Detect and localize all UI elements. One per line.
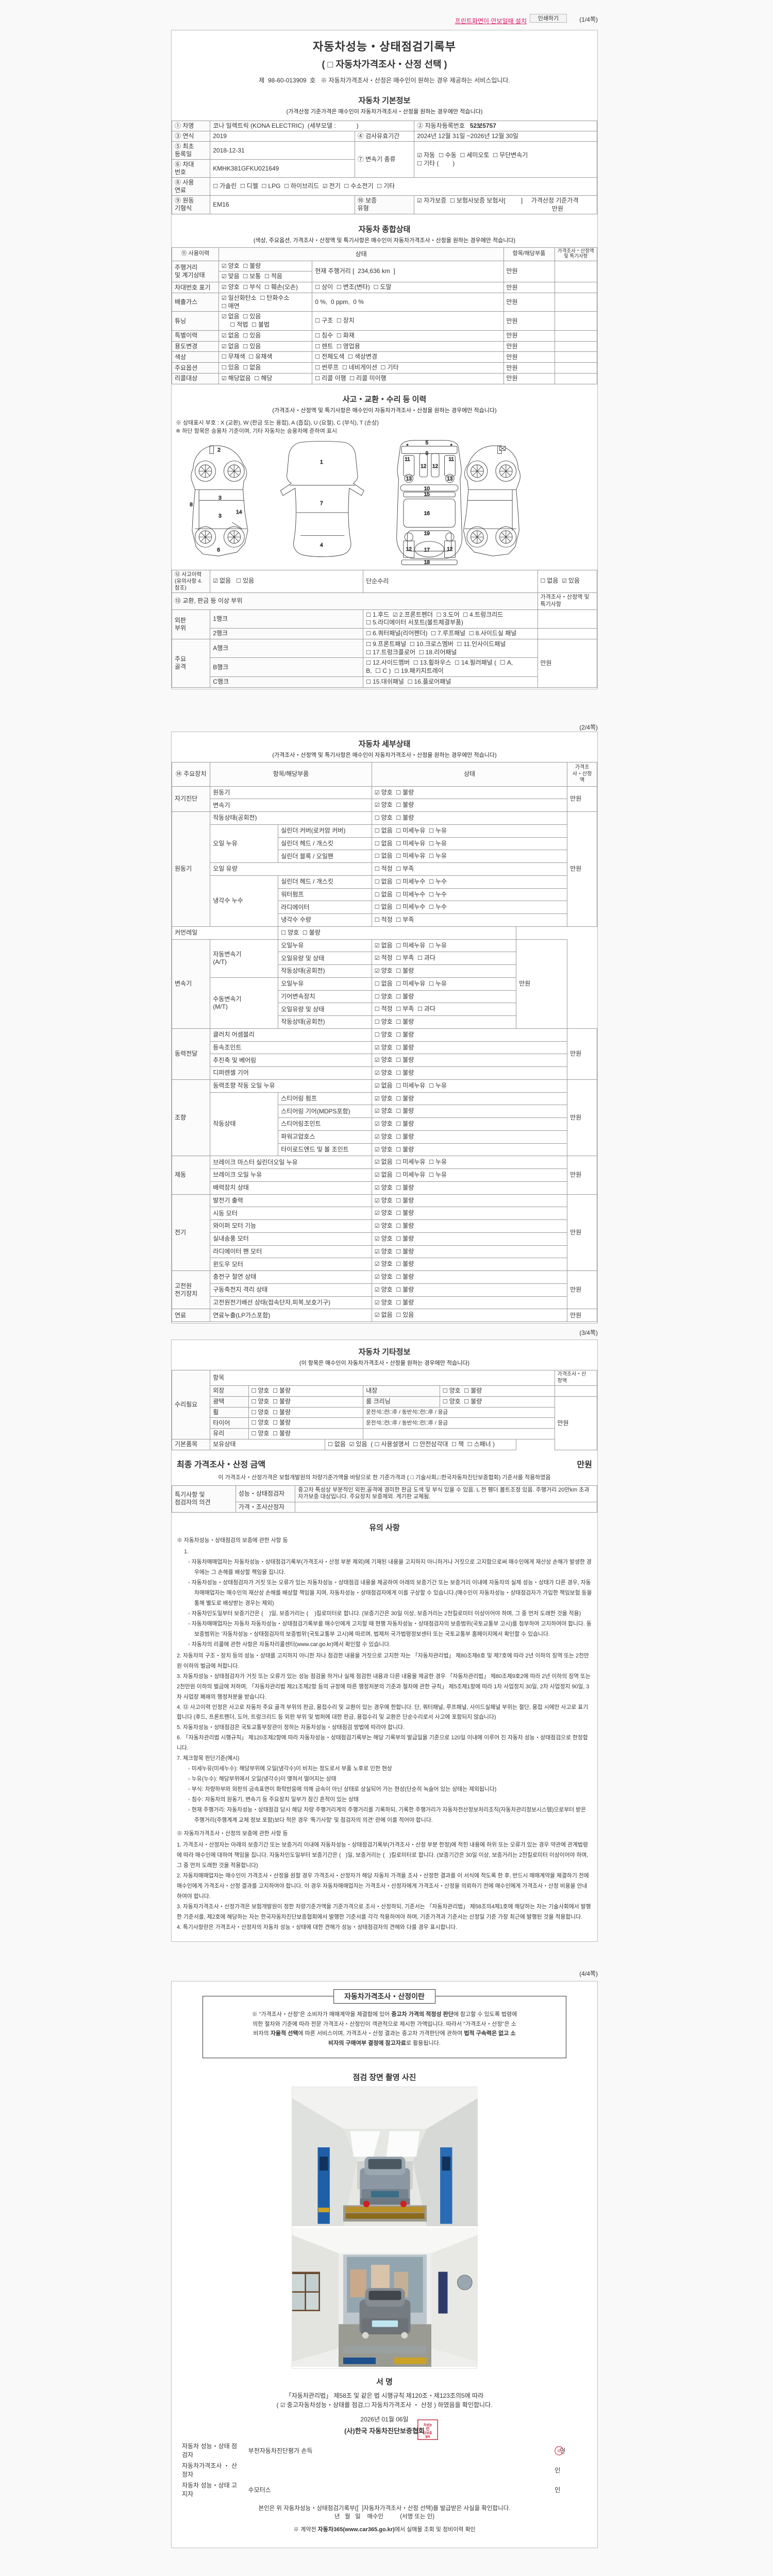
svg-text:3: 3 [219, 495, 222, 501]
svg-text:11: 11 [449, 456, 455, 462]
svg-text:12: 12 [432, 463, 439, 469]
svg-text:5: 5 [426, 440, 429, 446]
svg-text:13: 13 [447, 476, 453, 482]
svg-text:8: 8 [190, 502, 193, 507]
svg-text:18: 18 [424, 560, 430, 565]
svg-text:16: 16 [424, 511, 430, 516]
svg-text:17: 17 [424, 547, 430, 553]
svg-text:12: 12 [447, 546, 453, 552]
svg-text:12: 12 [406, 546, 412, 552]
svg-text:협회: 협회 [425, 2435, 430, 2439]
svg-text:9: 9 [426, 451, 429, 456]
svg-text:4: 4 [320, 543, 323, 548]
svg-text:1: 1 [320, 460, 323, 465]
svg-text:10: 10 [424, 486, 430, 492]
svg-text:14: 14 [236, 509, 242, 515]
svg-text:인: 인 [426, 2426, 429, 2431]
svg-text:15: 15 [424, 492, 430, 497]
svg-text:6: 6 [217, 547, 220, 553]
svg-text:12: 12 [421, 463, 427, 469]
svg-text:7: 7 [320, 500, 323, 506]
svg-text:3: 3 [219, 513, 222, 519]
svg-text:11: 11 [405, 456, 410, 462]
svg-text:2: 2 [217, 447, 221, 453]
svg-text:19: 19 [424, 531, 430, 536]
svg-text:단보증: 단보증 [424, 2431, 432, 2435]
svg-text:印: 印 [558, 2449, 561, 2453]
svg-text:13: 13 [406, 476, 412, 482]
